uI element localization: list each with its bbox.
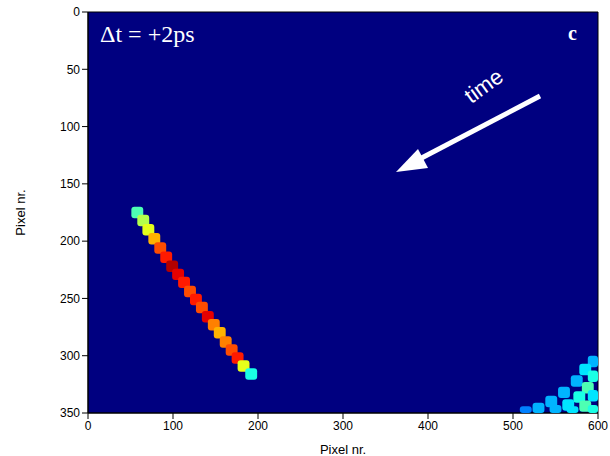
svg-text:400: 400 — [418, 419, 438, 433]
svg-text:50: 50 — [67, 63, 81, 77]
svg-text:100: 100 — [60, 120, 80, 134]
svg-text:200: 200 — [248, 419, 268, 433]
svg-text:600: 600 — [588, 419, 608, 433]
svg-text:Pixel nr.: Pixel nr. — [320, 442, 366, 456]
svg-text:500: 500 — [503, 419, 523, 433]
svg-text:0: 0 — [73, 5, 80, 19]
svg-text:time: time — [459, 64, 507, 109]
svg-text:100: 100 — [163, 419, 183, 433]
svg-text:300: 300 — [60, 349, 80, 363]
svg-text:200: 200 — [60, 234, 80, 248]
svg-text:350: 350 — [60, 406, 80, 420]
svg-text:150: 150 — [60, 177, 80, 191]
svg-text:Pixel nr.: Pixel nr. — [13, 189, 28, 235]
svg-text:Δt = +2ps: Δt = +2ps — [100, 21, 195, 47]
svg-text:300: 300 — [333, 419, 353, 433]
svg-text:0: 0 — [85, 419, 92, 433]
svg-text:250: 250 — [60, 292, 80, 306]
svg-text:c: c — [568, 22, 577, 44]
